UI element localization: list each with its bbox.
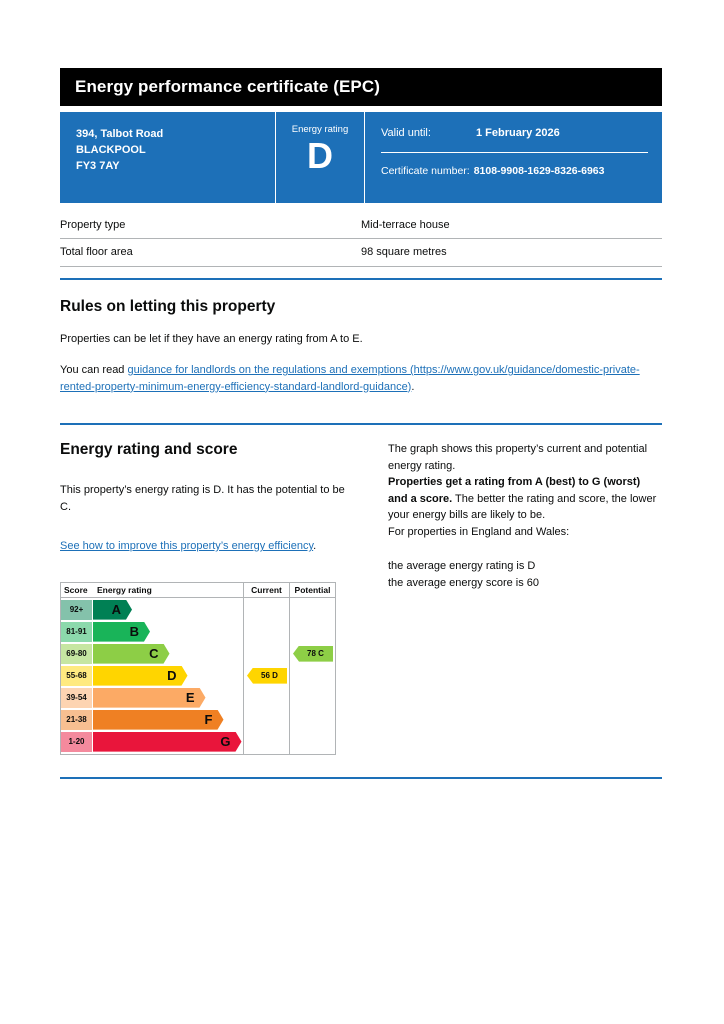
table-row: Property type Mid-terrace house	[60, 212, 662, 240]
energy-rating-column-header: Energy rating	[97, 584, 152, 595]
epc-bar-area: C	[92, 644, 243, 664]
rating-heading: Energy rating and score	[60, 441, 238, 459]
valid-until-label: Valid until:	[381, 127, 431, 139]
epc-potential-column: Potential 78 C	[289, 582, 335, 754]
table-row: Total floor area 98 square metres	[60, 239, 662, 267]
validity-divider	[381, 152, 648, 153]
page-title: Energy performance certificate (EPC)	[75, 77, 380, 96]
address-line-3: FY3 7AY	[76, 159, 120, 172]
address-line-1: 394, Talbot Road	[76, 128, 164, 140]
epc-bar-area: G	[92, 732, 243, 752]
epc-chart-header: Score Energy rating	[61, 583, 243, 598]
guidance-prefix: You can read	[60, 364, 128, 377]
certificate-number-row: Certificate number: 8108-9908-1629-8326-6…	[381, 165, 648, 177]
current-column-header: Current	[244, 583, 289, 598]
certificate-validity: Valid until: 1 February 2026 Certificate…	[365, 112, 662, 203]
epc-bar-area: D	[92, 666, 243, 686]
property-type-label: Property type	[60, 219, 126, 231]
epc-bar-area: B	[92, 622, 243, 642]
guidance-suffix: .	[411, 380, 415, 393]
epc-current-column: Current 56 D	[243, 582, 289, 754]
improve-efficiency-link[interactable]: See how to improve this property’s energ…	[60, 540, 314, 553]
average-score-line: the average energy score is 60	[388, 576, 540, 589]
address-line-2: BLACKPOOL	[76, 143, 146, 156]
epc-bar-area: E	[92, 688, 243, 708]
energy-rating-section: Energy rating and score This property’s …	[60, 441, 662, 755]
epc-band-bar-a: A	[93, 600, 132, 620]
epc-score-cell: 1-20	[61, 731, 92, 752]
letting-rules-section: Rules on letting this property Propertie…	[60, 298, 662, 396]
floor-area-value: 98 square metres	[361, 246, 447, 259]
epc-band-row: 55-68 D	[61, 665, 243, 686]
epc-band-bar-b: B	[93, 622, 150, 642]
energy-rating-badge: Energy rating D	[275, 112, 365, 203]
epc-score-cell: 39-54	[61, 687, 92, 708]
graph-description: The graph shows this property’s current …	[388, 443, 648, 472]
certificate-number-value: 8108-9908-1629-8326-6963	[473, 165, 605, 177]
energy-rating-label: Energy rating	[291, 124, 349, 135]
ratings-explanation: Properties get a rating from A (best) to…	[388, 474, 662, 524]
ratings-explanation-rest: The better the rating and score, the low…	[388, 492, 657, 522]
epc-potential-body: 78 C	[290, 598, 335, 754]
score-column-header: Score	[64, 584, 88, 595]
valid-until-row: Valid until: 1 February 2026	[381, 127, 648, 139]
epc-band-row: 1-20 G	[61, 731, 243, 752]
letting-rules-heading: Rules on letting this property	[60, 297, 276, 315]
landlord-guidance-link[interactable]: guidance for landlords on the regulation…	[60, 364, 640, 393]
averages-block: the average energy rating is D the avera…	[388, 558, 662, 591]
epc-score-cell: 55-68	[61, 665, 92, 686]
epc-band-bar-g: G	[93, 732, 242, 752]
regions-line: For properties in England and Wales:	[388, 525, 570, 538]
improve-suffix: .	[313, 540, 317, 553]
valid-until-value: 1 February 2026	[476, 127, 560, 139]
section-divider	[60, 423, 662, 426]
epc-current-marker: 56 D	[247, 667, 287, 684]
section-divider	[60, 776, 662, 779]
rating-left-column: Energy rating and score This property’s …	[60, 441, 362, 755]
certificate-number-label: Certificate number:	[381, 165, 470, 177]
epc-band-bar-f: F	[93, 710, 224, 730]
improve-paragraph: See how to improve this property’s energ…	[60, 538, 350, 555]
floor-area-label: Total floor area	[60, 246, 133, 259]
epc-band-rows: 92+ A 81-91 B 69-80 C 55-68 D 39-54 E 21-38 F 1-20 G	[61, 598, 243, 754]
certificate-title-bar: Energy performance certificate (EPC)	[60, 68, 662, 106]
epc-band-bar-e: E	[93, 688, 206, 708]
letting-rules-intro: Properties can be let if they have an en…	[60, 332, 363, 345]
epc-band-row: 21-38 F	[61, 709, 243, 730]
ratings-explanation-bold: Properties get a rating from A (best) to…	[388, 476, 641, 505]
epc-band-bar-c: C	[93, 644, 170, 664]
epc-score-cell: 21-38	[61, 709, 92, 730]
epc-band-row: 92+ A	[61, 599, 243, 620]
epc-score-cell: 81-91	[61, 621, 92, 642]
epc-potential-marker: 78 C	[293, 645, 333, 662]
epc-band-row: 69-80 C	[61, 643, 243, 664]
epc-score-cell: 69-80	[61, 643, 92, 664]
property-address: 394, Talbot Road BLACKPOOL FY3 7AY	[60, 112, 275, 203]
letting-guidance-paragraph: You can read guidance for landlords on t…	[60, 362, 662, 395]
rating-intro: This property’s energy rating is D. It h…	[60, 484, 345, 513]
epc-chart-main: Score Energy rating 92+ A 81-91 B 69-80 C 55-6…	[61, 583, 243, 754]
energy-rating-letter: D	[307, 135, 333, 176]
epc-bar-area: A	[92, 600, 243, 620]
certificate-summary-box: 394, Talbot Road BLACKPOOL FY3 7AY Energ…	[60, 112, 662, 203]
property-type-value: Mid-terrace house	[361, 219, 450, 231]
property-details-table: Property type Mid-terrace house Total fl…	[60, 212, 662, 267]
epc-band-row: 39-54 E	[61, 687, 243, 708]
epc-current-body: 56 D	[244, 598, 289, 754]
epc-band-bar-d: D	[93, 666, 188, 686]
epc-score-cell: 92+	[61, 599, 92, 620]
potential-column-header: Potential	[290, 583, 335, 598]
epc-band-row: 81-91 B	[61, 621, 243, 642]
epc-bar-area: F	[92, 710, 243, 730]
rating-right-column: The graph shows this property’s current …	[388, 441, 662, 755]
epc-chart: Score Energy rating 92+ A 81-91 B 69-80 C 55-6…	[60, 581, 336, 755]
average-rating-line: the average energy rating is D	[388, 560, 536, 573]
section-divider	[60, 277, 662, 280]
